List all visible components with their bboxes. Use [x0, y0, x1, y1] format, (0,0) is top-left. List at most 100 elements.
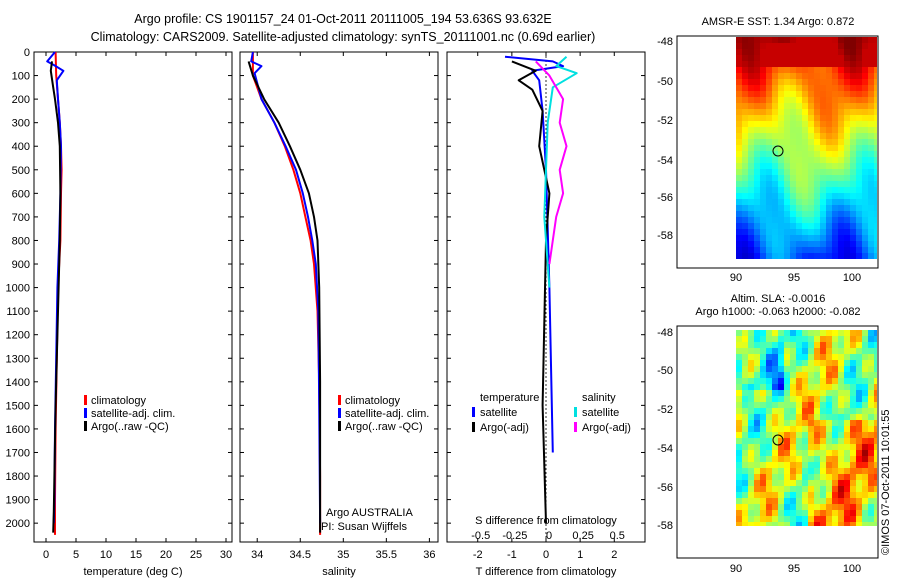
map-cell [814, 145, 820, 151]
map-cell [850, 432, 856, 438]
map-cell [778, 384, 784, 390]
map-cell [754, 462, 760, 468]
map-cell [838, 462, 844, 468]
map-cell [790, 390, 796, 396]
map-cell [814, 61, 820, 67]
map-cell [748, 444, 754, 450]
map-cell [874, 354, 877, 360]
map-cell [850, 492, 856, 498]
map-cell [814, 492, 820, 498]
series-line-argo-raw-qc- [247, 61, 322, 533]
map-cell [814, 211, 820, 217]
map-cell [850, 91, 856, 97]
map-cell [856, 468, 862, 474]
map-cell [784, 450, 790, 456]
legend-label-argo: Argo(..raw -QC) [91, 421, 169, 433]
map-cell [814, 486, 820, 492]
y-tick-label: 1800 [6, 471, 30, 483]
map-cell [814, 348, 820, 354]
map-cell [862, 109, 868, 115]
y-tick-label: 100 [12, 71, 30, 83]
map-cell [820, 43, 826, 49]
map-cell [748, 187, 754, 193]
map-cell [850, 169, 856, 175]
top-tick-label: -0.5 [471, 530, 490, 542]
map-cell [778, 127, 784, 133]
map-cell [796, 438, 802, 444]
map-cell [802, 139, 808, 145]
map-cell [772, 157, 778, 163]
map-cell [790, 73, 796, 79]
map-cell [742, 390, 748, 396]
map-cell [754, 133, 760, 139]
map-cell [742, 456, 748, 462]
map-cell [826, 402, 832, 408]
map-cell [784, 169, 790, 175]
map-cell [874, 492, 877, 498]
map-cell [742, 205, 748, 211]
map-cell [772, 187, 778, 193]
top-tick-label: -0.25 [502, 530, 527, 542]
map-cell [808, 462, 814, 468]
map-cell [868, 193, 874, 199]
map-cell [826, 468, 832, 474]
map-cell [814, 354, 820, 360]
map-cell [742, 492, 748, 498]
map-cell [820, 342, 826, 348]
map-cell [778, 253, 784, 259]
map-cell [796, 390, 802, 396]
map-cell [850, 97, 856, 103]
map-cell [862, 438, 868, 444]
map-cell [742, 378, 748, 384]
map-cell [820, 402, 826, 408]
y-tick-label: 1700 [6, 447, 30, 459]
map-cell [868, 516, 874, 522]
map-cell [862, 157, 868, 163]
map-cell [754, 522, 760, 526]
map-cell [844, 420, 850, 426]
map-cell [778, 348, 784, 354]
map-cell [838, 49, 844, 55]
map-cell [850, 211, 856, 217]
map-cell [766, 510, 772, 516]
map-cell [772, 241, 778, 247]
map-cell [760, 384, 766, 390]
map-cell [742, 217, 748, 223]
map-cell [808, 139, 814, 145]
legend-label-t-argo: Argo(-adj) [480, 422, 529, 434]
map-cell [760, 205, 766, 211]
map-cell [802, 384, 808, 390]
map-cell [778, 402, 784, 408]
map-cell [820, 247, 826, 253]
map-cell [838, 366, 844, 372]
x-tick-label: 0 [43, 549, 49, 561]
map-cell [784, 336, 790, 342]
map-cell [742, 372, 748, 378]
map-cell [802, 217, 808, 223]
map-cell [808, 336, 814, 342]
map-cell [862, 43, 868, 49]
legend-title-temperature: temperature [480, 392, 539, 404]
map-cell [772, 121, 778, 127]
legend-label-argo: Argo(..raw -QC) [345, 421, 423, 433]
map-cell [826, 432, 832, 438]
map-cell [850, 522, 856, 526]
map-cell [802, 444, 808, 450]
map-cell [850, 127, 856, 133]
map-cell [814, 79, 820, 85]
map-cell [760, 486, 766, 492]
map-cell [766, 175, 772, 181]
map-cell [874, 498, 877, 504]
y-tick-label: 800 [12, 235, 30, 247]
map-cell [856, 145, 862, 151]
map-cell [754, 193, 760, 199]
map-cell [874, 456, 877, 462]
map-cell [796, 462, 802, 468]
map-cell [748, 378, 754, 384]
map-cell [796, 85, 802, 91]
sst-map-frame [676, 35, 879, 269]
map-cell [826, 372, 832, 378]
map-cell [832, 217, 838, 223]
map-cell [814, 342, 820, 348]
map-cell [814, 103, 820, 109]
